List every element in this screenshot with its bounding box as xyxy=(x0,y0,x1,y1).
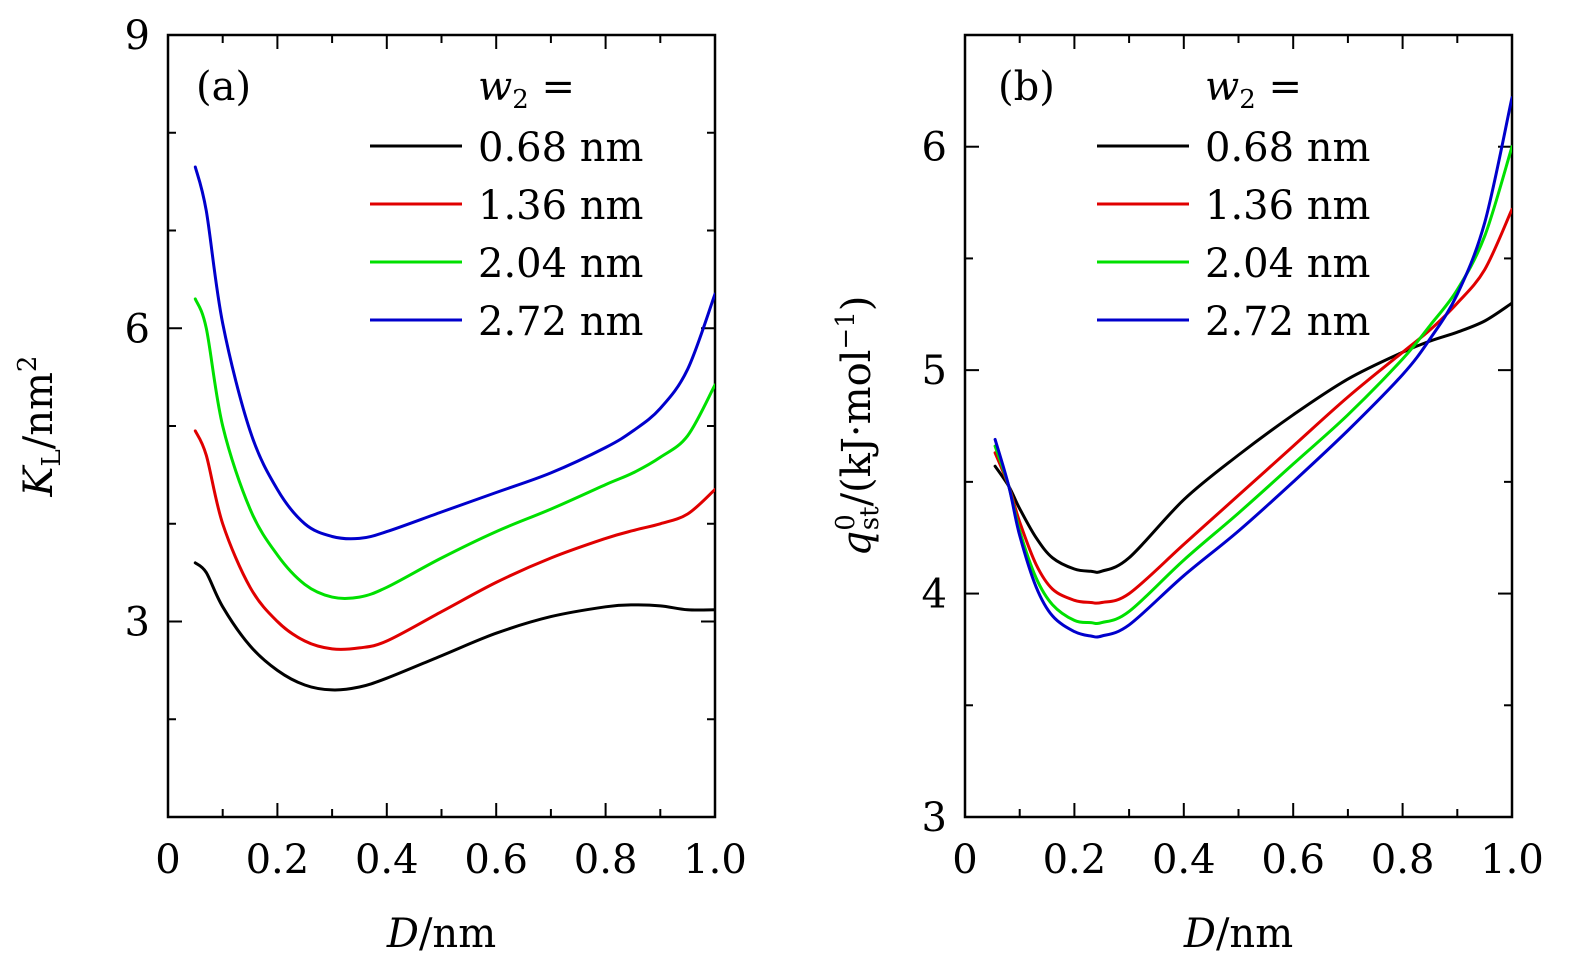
y-axis-title: KL/nm2 xyxy=(13,356,67,498)
x-tick-label: 0.6 xyxy=(1261,837,1325,883)
legend: w2 = 0.68 nm 1.36 nm 2.04 nm 2.72 nm xyxy=(1097,64,1370,345)
legend-entry: 1.36 nm xyxy=(1205,183,1370,229)
x-axis-title: D/nm xyxy=(1183,911,1293,957)
y-tick-label: 9 xyxy=(125,13,150,59)
panel-label: (a) xyxy=(196,64,251,110)
y-tick-label: 6 xyxy=(125,306,150,352)
series-line-1-36-nm xyxy=(193,429,715,651)
y-tick-label: 5 xyxy=(922,348,947,394)
x-tick-label: 0 xyxy=(952,837,977,883)
legend-entry: 2.04 nm xyxy=(478,241,643,287)
series-line-2-04-nm xyxy=(193,297,715,600)
panel-label: (b) xyxy=(998,64,1055,110)
series-line-2-72-nm xyxy=(193,165,715,541)
x-tick-label: 0.2 xyxy=(1043,837,1107,883)
y-tick-label: 3 xyxy=(922,795,947,841)
legend-title: w2 = xyxy=(1205,64,1302,115)
series-line-2-04-nm xyxy=(993,145,1512,626)
legend-entry: 2.72 nm xyxy=(478,299,643,345)
legend-entry: 2.04 nm xyxy=(1205,241,1370,287)
series-line-1-36-nm xyxy=(993,207,1512,605)
y-tick-label: 4 xyxy=(922,572,947,618)
x-tick-label: 0.6 xyxy=(464,837,528,883)
x-tick-label: 0.8 xyxy=(574,837,638,883)
chart-panel-b: 0 0.2 0.4 0.6 0.8 1.0 3 4 5 6 D/nm q0st/(kJ·mol−1) (… xyxy=(831,33,1544,957)
x-tick-label: 1.0 xyxy=(683,837,747,883)
x-tick-label: 0.8 xyxy=(1371,837,1435,883)
x-tick-label: 0 xyxy=(155,837,180,883)
legend-entry: 0.68 nm xyxy=(1205,125,1370,171)
chart-panel-a: 0 0.2 0.4 0.6 0.8 1.0 3 6 9 D/nm KL/nm2 (a) w2 = 0.68… xyxy=(13,13,747,957)
legend: w2 = 0.68 nm 1.36 nm 2.04 nm 2.72 nm xyxy=(370,64,643,345)
series-line-2-72-nm xyxy=(993,96,1512,639)
x-tick-label: 1.0 xyxy=(1480,837,1544,883)
y-tick-label: 6 xyxy=(922,125,947,171)
legend-entry: 1.36 nm xyxy=(478,183,643,229)
y-tick-label: 3 xyxy=(125,600,150,646)
x-axis-title: D/nm xyxy=(386,911,496,957)
x-tick-label: 0.4 xyxy=(355,837,419,883)
y-axis-title: q0st/(kJ·mol−1) xyxy=(831,296,885,557)
legend-entry: 0.68 nm xyxy=(478,125,643,171)
x-tick-label: 0.2 xyxy=(246,837,310,883)
x-tick-label: 0.4 xyxy=(1152,837,1216,883)
series-line-0-68-nm xyxy=(193,561,715,692)
legend-title: w2 = xyxy=(478,64,575,115)
legend-entry: 2.72 nm xyxy=(1205,299,1370,345)
